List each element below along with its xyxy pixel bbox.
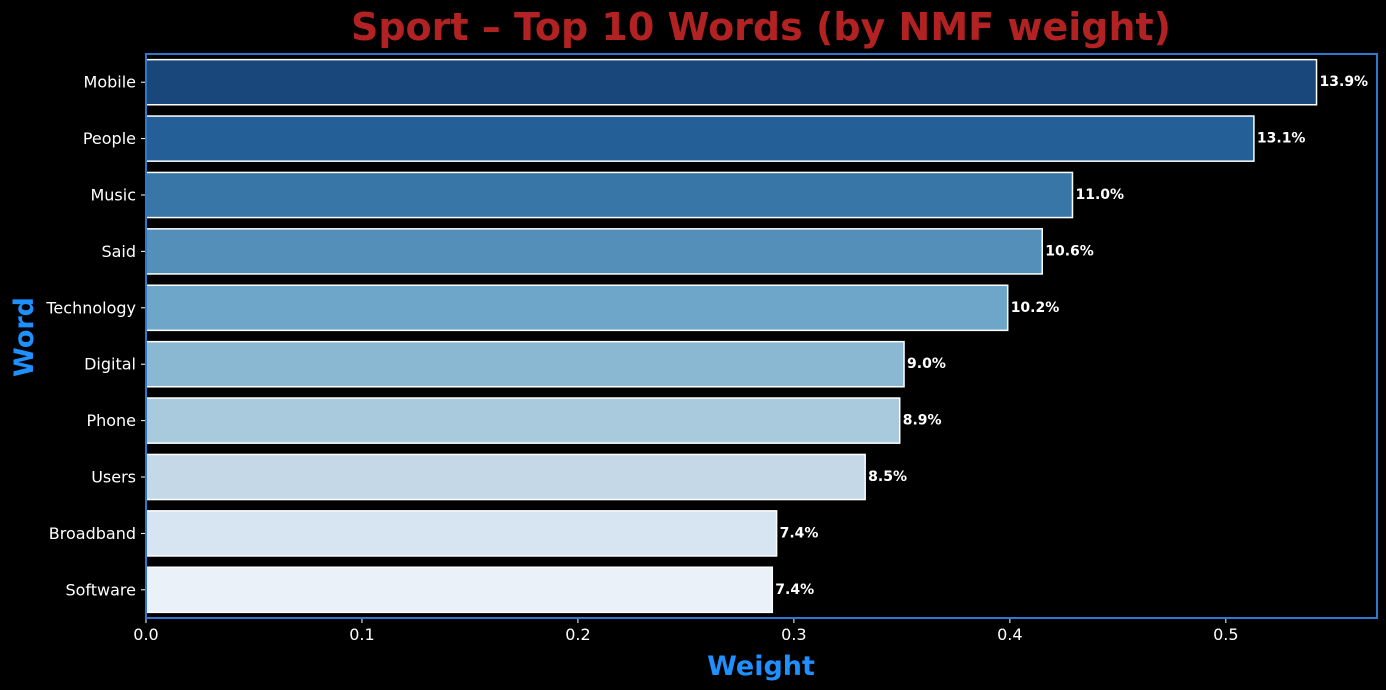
x-tick-label: 0.5 — [1213, 625, 1238, 644]
x-tick-label: 0.2 — [565, 625, 590, 644]
y-tick-label-broadband: Broadband — [49, 524, 136, 543]
bar-said — [145, 228, 1044, 275]
bar-digital — [145, 340, 905, 388]
data-label-music: 11.0% — [1075, 187, 1124, 203]
data-label-digital: 9.0% — [907, 356, 946, 372]
y-tick-label-said: Said — [101, 242, 136, 261]
data-label-software: 7.4% — [775, 582, 814, 598]
y-tick-label-users: Users — [91, 468, 136, 487]
y-tick-label-software: Software — [65, 580, 136, 599]
y-tick-label-phone: Phone — [86, 411, 136, 430]
bar-phone — [145, 397, 901, 444]
chart-title: Sport – Top 10 Words (by NMF weight) — [351, 5, 1171, 49]
data-label-mobile: 13.9% — [1320, 74, 1369, 90]
bar-software — [145, 566, 774, 614]
bar-broadband — [145, 510, 778, 557]
bar-music — [145, 171, 1074, 219]
plot-area: Mobile 13.9% People 13.1% Music 11.0% Said 10.6… — [45, 53, 1378, 644]
y-tick-label-music: Music — [90, 186, 136, 205]
data-label-people: 13.1% — [1257, 131, 1306, 147]
data-label-said: 10.6% — [1045, 243, 1094, 259]
x-tick-label: 0.4 — [997, 625, 1022, 644]
x-tick-label: 0.1 — [349, 625, 374, 644]
data-label-broadband: 7.4% — [780, 525, 819, 541]
data-label-users: 8.5% — [868, 469, 907, 485]
data-label-technology: 10.2% — [1011, 300, 1060, 316]
data-label-phone: 8.9% — [903, 413, 942, 429]
bar-mobile — [145, 58, 1318, 106]
bar-people — [145, 115, 1255, 162]
x-axis-label: Weight — [707, 651, 815, 682]
x-tick-label: 0.0 — [133, 625, 158, 644]
y-axis-label: Word — [9, 297, 40, 377]
bar-technology — [145, 284, 1009, 332]
y-tick-label-mobile: Mobile — [84, 73, 136, 92]
y-tick-label-digital: Digital — [84, 355, 136, 374]
x-tick-label: 0.3 — [781, 625, 806, 644]
plot-frame — [145, 53, 1378, 619]
y-tick-label-technology: Technology — [45, 298, 136, 317]
bar-users — [145, 453, 866, 501]
y-tick-label-people: People — [83, 129, 136, 148]
